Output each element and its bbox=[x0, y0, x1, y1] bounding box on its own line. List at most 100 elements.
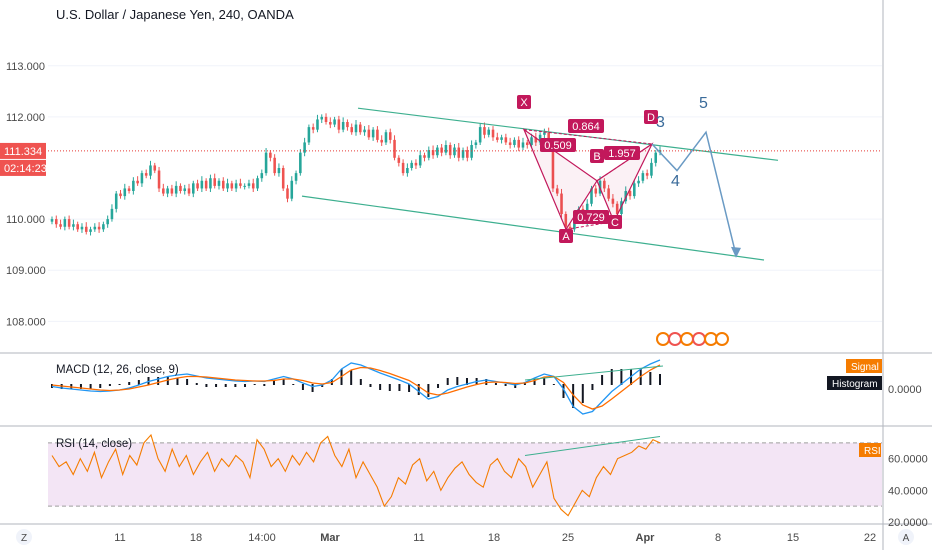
candle-body bbox=[607, 188, 610, 199]
macd-histogram-bar bbox=[157, 377, 160, 385]
candle-body bbox=[166, 188, 169, 194]
candle-body bbox=[380, 139, 383, 143]
candle-body bbox=[590, 188, 593, 204]
candle-body bbox=[162, 188, 165, 194]
candle-body bbox=[114, 193, 118, 209]
candle-body bbox=[466, 150, 469, 158]
pattern-point-a: A bbox=[562, 231, 570, 243]
pattern-xd-line bbox=[523, 129, 653, 145]
wave-arrowhead bbox=[731, 246, 741, 258]
candle-body bbox=[251, 183, 255, 189]
candle-body bbox=[196, 183, 199, 189]
candle-body bbox=[234, 183, 238, 189]
candle-body bbox=[448, 145, 452, 156]
macd-histogram-bar bbox=[99, 384, 102, 388]
macd-histogram-bar bbox=[272, 381, 275, 385]
price-tick-label: 110.000 bbox=[6, 214, 45, 226]
candle-body bbox=[654, 152, 658, 163]
candle-body bbox=[534, 137, 538, 143]
candle-body bbox=[127, 188, 131, 191]
candle-body bbox=[517, 139, 520, 148]
macd-histogram-bar bbox=[543, 378, 546, 385]
pattern-point-d-box bbox=[644, 110, 658, 124]
signal-tag: Signal bbox=[851, 362, 879, 373]
candle-body bbox=[397, 157, 401, 163]
rsi-tag: RSI bbox=[864, 446, 881, 457]
countdown-label: 02:14:23 bbox=[4, 163, 47, 175]
macd-histogram-bar bbox=[494, 383, 497, 385]
candle-body bbox=[637, 180, 640, 184]
macd-histogram-bar bbox=[195, 383, 198, 385]
candle-body bbox=[478, 127, 482, 143]
candle-body bbox=[93, 226, 97, 230]
candle-body bbox=[376, 129, 379, 140]
auto-scale-button-label: A bbox=[903, 533, 910, 544]
current-price-tag bbox=[0, 142, 46, 159]
macd-histogram-bar bbox=[118, 384, 121, 385]
candle-body bbox=[277, 168, 281, 174]
candle-body bbox=[496, 137, 499, 140]
candle-body bbox=[80, 226, 84, 230]
macd-histogram-bar bbox=[379, 384, 382, 390]
macd-histogram-bar bbox=[244, 384, 247, 387]
macd-histogram-bar bbox=[282, 379, 285, 385]
rsi-tick: 20.0000 bbox=[888, 517, 928, 529]
event-marker bbox=[680, 332, 694, 346]
chart-title: U.S. Dollar / Japanese Yen, 240, OANDA bbox=[56, 7, 294, 22]
candle-body bbox=[440, 147, 443, 153]
current-price-label: 111.334 bbox=[4, 146, 42, 158]
candle-body bbox=[307, 127, 311, 143]
macd-histogram-bar bbox=[456, 377, 459, 385]
candle-body bbox=[543, 132, 546, 135]
rsi-tag-box bbox=[859, 443, 881, 457]
macd-histogram-bar bbox=[533, 379, 536, 385]
macd-histogram-bar bbox=[79, 384, 82, 389]
candle-body bbox=[414, 162, 418, 166]
pattern-ratio-ac: 0.729 bbox=[577, 212, 605, 224]
candle-body bbox=[513, 139, 516, 145]
candle-body bbox=[187, 188, 191, 194]
candle-body bbox=[453, 147, 456, 156]
macd-histogram-bar bbox=[427, 384, 430, 397]
candle-body bbox=[436, 147, 439, 156]
candle-body bbox=[530, 137, 533, 145]
candle-body bbox=[346, 122, 349, 128]
candle-body bbox=[290, 180, 294, 199]
candle-body bbox=[611, 198, 615, 204]
candle-body bbox=[226, 183, 229, 189]
candle-body bbox=[350, 127, 354, 133]
pattern-point-d: D bbox=[647, 112, 655, 124]
candle-body bbox=[192, 183, 195, 194]
macd-histogram-bar bbox=[215, 384, 218, 387]
macd-histogram-bar bbox=[176, 378, 179, 385]
time-tick-label: 22 bbox=[864, 532, 876, 544]
wave-label-5: 5 bbox=[699, 95, 708, 112]
candle-body bbox=[423, 155, 426, 158]
candle-body bbox=[461, 150, 465, 158]
histogram-tag: Histogram bbox=[832, 379, 878, 390]
candle-body bbox=[183, 188, 187, 191]
candle-body bbox=[303, 142, 306, 153]
pattern-point-x-box bbox=[517, 95, 531, 109]
time-tick-label: 11 bbox=[114, 532, 125, 544]
candle-body bbox=[213, 178, 216, 186]
macd-histogram-bar bbox=[234, 384, 237, 387]
wave-projection-line bbox=[651, 130, 737, 256]
price-tick-label: 109.000 bbox=[6, 265, 46, 277]
candle-body bbox=[264, 152, 268, 174]
macd-histogram-bar bbox=[224, 384, 227, 387]
candle-body bbox=[603, 180, 606, 189]
macd-histogram-bar bbox=[292, 384, 295, 385]
candle-body bbox=[560, 193, 563, 214]
macd-histogram-bar bbox=[659, 374, 661, 385]
macd-histogram-bar bbox=[620, 369, 623, 385]
candle-body bbox=[260, 173, 264, 179]
candle-body bbox=[97, 226, 101, 230]
candle-body bbox=[76, 224, 79, 230]
candle-body bbox=[363, 129, 366, 133]
pattern-point-a-box bbox=[559, 229, 573, 243]
candle-body bbox=[119, 193, 122, 197]
pattern-bcd-triangle bbox=[596, 142, 654, 224]
candle-body bbox=[72, 224, 75, 227]
